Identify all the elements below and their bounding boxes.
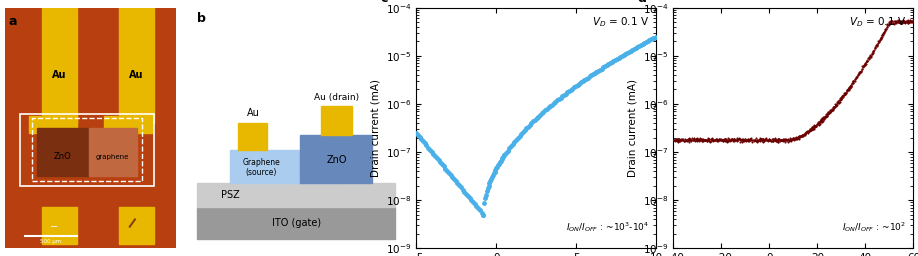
Text: c: c bbox=[380, 0, 387, 5]
Text: $I_{ON}$/$I_{OFF}$ : ~10$^3$-10$^4$: $I_{ON}$/$I_{OFF}$ : ~10$^3$-10$^4$ bbox=[565, 220, 649, 234]
Text: $I_{ON}$/$I_{OFF}$ : ~10$^2$: $I_{ON}$/$I_{OFF}$ : ~10$^2$ bbox=[842, 220, 906, 234]
Bar bbox=[20, 114, 154, 186]
Bar bbox=[119, 8, 154, 123]
Y-axis label: Drain current (mA): Drain current (mA) bbox=[627, 79, 637, 177]
Text: Au: Au bbox=[52, 70, 67, 80]
Bar bbox=[320, 106, 352, 135]
Bar bbox=[104, 116, 152, 133]
Bar bbox=[197, 207, 395, 239]
Text: ZnO: ZnO bbox=[327, 155, 348, 165]
Text: $V_D$ = 0.1 V: $V_D$ = 0.1 V bbox=[592, 15, 649, 29]
Text: ZnO: ZnO bbox=[54, 152, 72, 161]
Text: b: b bbox=[197, 13, 207, 26]
Text: −: − bbox=[50, 222, 59, 232]
Bar bbox=[119, 207, 154, 243]
Bar bbox=[42, 207, 76, 243]
Bar bbox=[37, 128, 89, 176]
Text: Au: Au bbox=[246, 108, 259, 118]
Bar bbox=[230, 150, 343, 183]
Bar bbox=[300, 135, 372, 183]
Bar bbox=[89, 128, 137, 176]
Bar bbox=[42, 8, 76, 123]
Text: Au (drain): Au (drain) bbox=[314, 92, 359, 102]
Text: Au: Au bbox=[129, 70, 144, 80]
Bar bbox=[32, 118, 141, 181]
Bar bbox=[28, 116, 76, 133]
Bar bbox=[239, 123, 267, 150]
Text: PSZ: PSZ bbox=[221, 190, 240, 200]
Text: d: d bbox=[637, 0, 646, 5]
Text: Graphene
(source): Graphene (source) bbox=[242, 158, 280, 177]
Text: ITO (gate): ITO (gate) bbox=[272, 218, 320, 228]
Y-axis label: Drain current (mA): Drain current (mA) bbox=[370, 79, 380, 177]
Text: a: a bbox=[8, 15, 17, 28]
Text: 500 μm: 500 μm bbox=[40, 239, 62, 243]
Text: graphene: graphene bbox=[96, 154, 129, 160]
Text: $V_D$ = 0.1 V: $V_D$ = 0.1 V bbox=[849, 15, 906, 29]
Bar bbox=[197, 183, 395, 207]
